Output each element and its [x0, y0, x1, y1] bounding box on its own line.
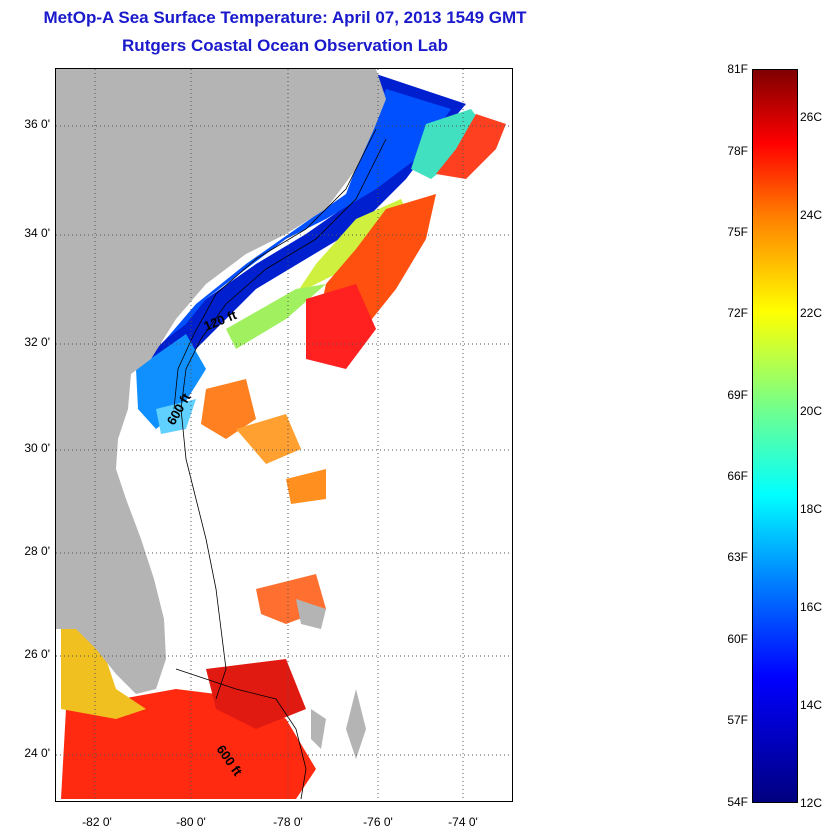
- lon-label-78: -78 0': [273, 815, 303, 829]
- land-mass: [56, 69, 386, 759]
- colorbar-f-81: 81F: [727, 62, 748, 76]
- lat-label-32: 32 0': [24, 335, 50, 349]
- map-subtitle: Rutgers Coastal Ocean Observation Lab: [122, 36, 448, 55]
- isobath-lines: [173, 128, 387, 800]
- lat-label-34: 34 0': [24, 226, 50, 240]
- colorbar-c-16: 16C: [800, 600, 823, 614]
- lon-label-80: -80 0': [176, 815, 206, 829]
- colorbar-f-75: 75F: [727, 225, 748, 239]
- colorbar-f-60: 60F: [727, 632, 748, 646]
- map-graticule: [56, 69, 512, 801]
- colorbar-c-14: 14C: [800, 698, 823, 712]
- colorbar-f-54: 54F: [727, 795, 748, 809]
- colorbar-f-69: 69F: [727, 388, 748, 402]
- colorbar-c-26: 26C: [800, 110, 823, 124]
- lat-label-36: 36 0': [24, 117, 50, 131]
- lon-label-76: -76 0': [363, 815, 393, 829]
- lon-label-82: -82 0': [82, 815, 112, 829]
- sst-map: 120 ft 600 ft 600 ft: [55, 68, 513, 802]
- colorbar-f-72: 72F: [727, 306, 748, 320]
- temperature-colorbar: [752, 69, 798, 803]
- colorbar-f-78: 78F: [727, 144, 748, 158]
- colorbar-f-57: 57F: [727, 713, 748, 727]
- lat-label-28: 28 0': [24, 544, 50, 558]
- colorbar-c-20: 20C: [800, 404, 823, 418]
- colorbar-c-24: 24C: [800, 208, 823, 222]
- lat-label-30: 30 0': [24, 441, 50, 455]
- colorbar-c-12: 12C: [800, 796, 823, 810]
- sst-map-canvas: 120 ft 600 ft 600 ft: [56, 69, 512, 801]
- colorbar-c-22: 22C: [800, 306, 823, 320]
- colorbar-f-66: 66F: [727, 469, 748, 483]
- colorbar-c-18: 18C: [800, 502, 823, 516]
- map-title: MetOp-A Sea Surface Temperature: April 0…: [43, 8, 527, 27]
- lat-label-24: 24 0': [24, 746, 50, 760]
- lon-label-74: -74 0': [448, 815, 478, 829]
- lat-label-26: 26 0': [24, 647, 50, 661]
- colorbar-f-63: 63F: [727, 550, 748, 564]
